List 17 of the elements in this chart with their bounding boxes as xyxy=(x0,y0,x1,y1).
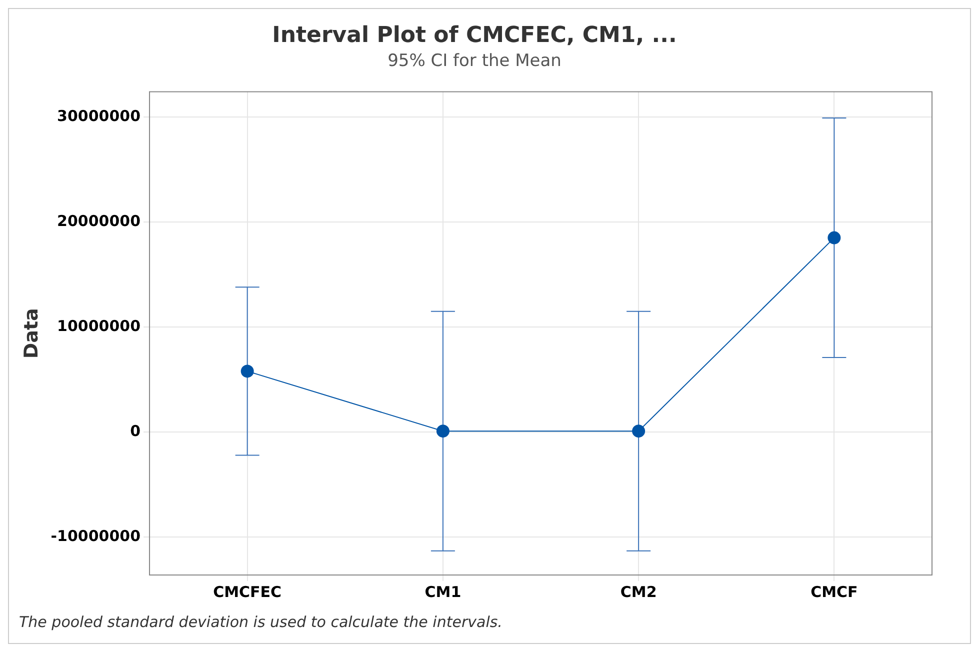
point xyxy=(240,364,254,378)
y-axis-title: Data xyxy=(20,308,42,359)
point xyxy=(632,424,646,438)
point xyxy=(436,424,450,438)
y-tick-label: 30000000 xyxy=(57,106,141,125)
x-tick-label: CM2 xyxy=(620,582,657,601)
y-tick-label: 20000000 xyxy=(57,212,141,230)
y-tick-label: 0 xyxy=(130,422,141,440)
x-tick-label: CMCFEC xyxy=(213,582,282,601)
point xyxy=(828,231,841,244)
x-tick-label: CM1 xyxy=(424,582,462,601)
chart-subtitle: 95% CI for the Mean xyxy=(388,51,562,72)
chart-title: Interval Plot of CMCFEC, CM1, ... xyxy=(272,22,677,48)
x-tick-label: CMCF xyxy=(810,582,858,601)
text: The pooled standard deviation is used to calculate the intervals. xyxy=(18,612,504,633)
y-tick-label: -10000000 xyxy=(50,527,141,546)
y-tick-label: 10000000 xyxy=(57,316,141,335)
